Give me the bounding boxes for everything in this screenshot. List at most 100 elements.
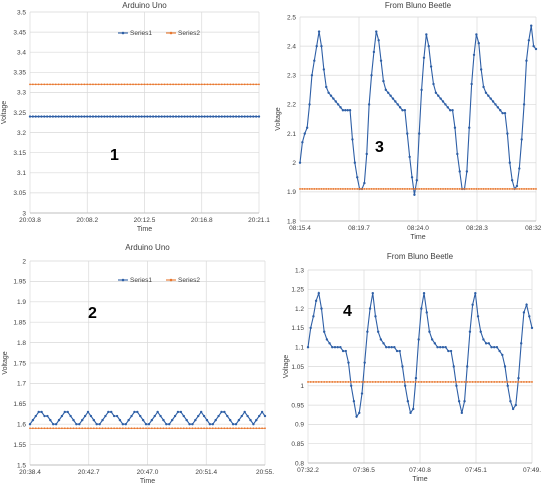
series-1-point — [45, 115, 49, 118]
series-1-point — [110, 410, 113, 414]
series-2-point — [229, 427, 232, 430]
series-1-point — [396, 103, 399, 106]
series-1-point — [520, 342, 523, 345]
series-2-point — [492, 188, 494, 190]
series-1-point — [528, 315, 531, 318]
series-1-point — [389, 94, 392, 97]
series-2-point — [135, 83, 137, 86]
series-2-point — [107, 427, 110, 430]
series-2-point — [408, 188, 411, 190]
series-2-point — [203, 427, 205, 430]
series-1-point — [406, 132, 409, 135]
series-2-point — [139, 427, 142, 430]
series-1-point — [115, 414, 119, 418]
series-1-point — [441, 346, 445, 349]
series-1-point — [208, 423, 212, 426]
series-2-point — [180, 83, 183, 86]
y-tick-label: 1.25 — [291, 287, 304, 294]
series-1-point — [367, 103, 371, 106]
series-2-point — [37, 83, 40, 86]
series-1-point — [214, 418, 217, 422]
series-1-point — [51, 115, 55, 118]
legend-marker — [121, 278, 125, 282]
series-2-point — [423, 188, 425, 190]
series-2-point — [61, 427, 63, 430]
series-1-point — [331, 346, 334, 349]
series-1-point — [415, 179, 419, 182]
series-2-point — [132, 83, 134, 86]
series-1-point — [163, 115, 166, 118]
series-1-point — [398, 106, 402, 109]
series-1-point — [75, 423, 78, 426]
series-2-point — [165, 427, 168, 430]
series-1-point — [170, 418, 174, 422]
series-1-point — [339, 106, 342, 109]
series-1-point — [237, 418, 241, 422]
x-tick-label: 20:08.2 — [76, 217, 98, 224]
chart-title: Arduino Uno — [122, 1, 167, 10]
series-1-point — [136, 410, 139, 414]
series-1-point — [363, 181, 366, 185]
series-2-point — [451, 188, 454, 190]
series-2-point — [520, 188, 523, 190]
series-1-point — [86, 410, 90, 414]
series-1-point — [130, 414, 133, 418]
series-2-point — [157, 83, 160, 86]
series-1-point — [429, 65, 433, 68]
series-1-point — [252, 423, 255, 426]
series-2-point — [249, 427, 252, 430]
series-1-point — [118, 418, 122, 422]
x-tick-label: 07:45.1 — [465, 467, 487, 474]
series-1-point — [146, 115, 149, 118]
series-1-point — [490, 346, 493, 349]
series-2-point — [313, 188, 316, 190]
series-1-point — [314, 299, 318, 303]
series-2-point — [404, 381, 407, 383]
series-1-point — [305, 126, 309, 129]
series-1-point — [441, 100, 445, 103]
series-2-point — [377, 381, 380, 383]
series-1-point — [427, 44, 430, 48]
series-2-point — [183, 83, 186, 86]
series-2-point — [232, 83, 235, 86]
series-1-point — [379, 338, 383, 341]
series-1-point — [341, 349, 345, 353]
series-2-point — [209, 83, 212, 86]
series-2-point — [437, 188, 440, 190]
series-1-point — [249, 418, 252, 422]
series-2-point — [384, 188, 387, 190]
series-1-point — [514, 403, 518, 407]
series-1-point — [482, 85, 485, 89]
series-2-point — [315, 381, 317, 383]
series-2-point — [511, 188, 514, 190]
series-2-point — [156, 427, 159, 430]
series-2-point — [380, 188, 382, 190]
series-2-point — [489, 188, 492, 190]
chart-panel-4: From Bluno Beetle 0.8 0.85 0.9 0.95 1 1.05 1.1 1… — [283, 252, 541, 483]
series-2-point — [487, 381, 490, 383]
series-2-point — [398, 381, 401, 383]
series-1-point — [246, 115, 249, 118]
series-2-point — [49, 427, 52, 430]
series-1-point — [476, 315, 480, 318]
series-2-point — [415, 381, 417, 383]
series-2-point — [363, 188, 366, 190]
x-tick-label: 20:12.5 — [134, 217, 156, 224]
series-2-point — [189, 83, 192, 86]
series-2-point — [306, 188, 309, 190]
series-1-point — [489, 97, 492, 100]
series-2-point — [388, 381, 390, 383]
series-2-point — [246, 83, 249, 86]
y-axis-label: Voltage — [275, 107, 282, 130]
series-1-point — [189, 115, 192, 118]
series-1-point — [231, 423, 235, 426]
series-2-point — [468, 188, 471, 190]
series-1-point — [37, 115, 40, 118]
series-2-point — [446, 188, 449, 190]
series-1-point — [194, 115, 198, 118]
x-tick-label: 08:28.3 — [466, 225, 488, 232]
panel-number-label: 3 — [375, 139, 384, 156]
series-2-point — [77, 83, 80, 86]
series-1-point — [186, 115, 189, 118]
series-1-point — [525, 303, 528, 306]
